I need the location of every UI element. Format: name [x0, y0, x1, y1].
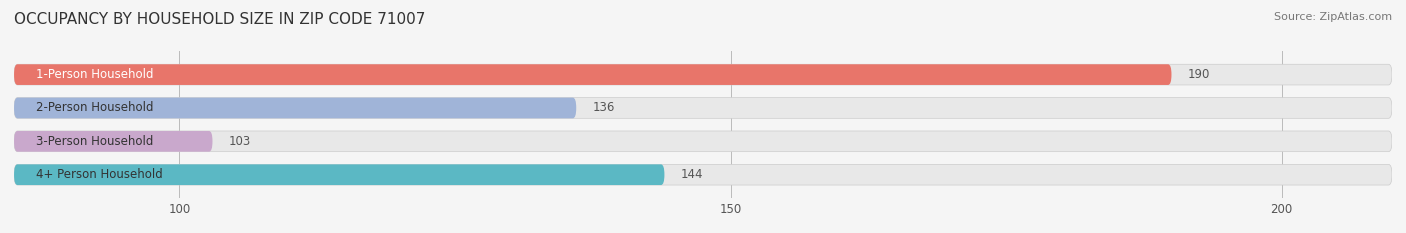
FancyBboxPatch shape [14, 98, 1392, 118]
Text: 144: 144 [681, 168, 703, 181]
FancyBboxPatch shape [14, 131, 212, 152]
FancyBboxPatch shape [14, 164, 1392, 185]
FancyBboxPatch shape [14, 98, 576, 118]
Text: 103: 103 [229, 135, 252, 148]
Text: 3-Person Household: 3-Person Household [37, 135, 153, 148]
Text: 2-Person Household: 2-Person Household [37, 102, 153, 114]
FancyBboxPatch shape [14, 164, 665, 185]
Text: 1-Person Household: 1-Person Household [37, 68, 153, 81]
FancyBboxPatch shape [14, 131, 1392, 152]
Text: 4+ Person Household: 4+ Person Household [37, 168, 163, 181]
FancyBboxPatch shape [14, 64, 1171, 85]
Text: 136: 136 [593, 102, 616, 114]
Text: OCCUPANCY BY HOUSEHOLD SIZE IN ZIP CODE 71007: OCCUPANCY BY HOUSEHOLD SIZE IN ZIP CODE … [14, 12, 426, 27]
FancyBboxPatch shape [14, 64, 1392, 85]
Text: Source: ZipAtlas.com: Source: ZipAtlas.com [1274, 12, 1392, 22]
Text: 190: 190 [1188, 68, 1211, 81]
